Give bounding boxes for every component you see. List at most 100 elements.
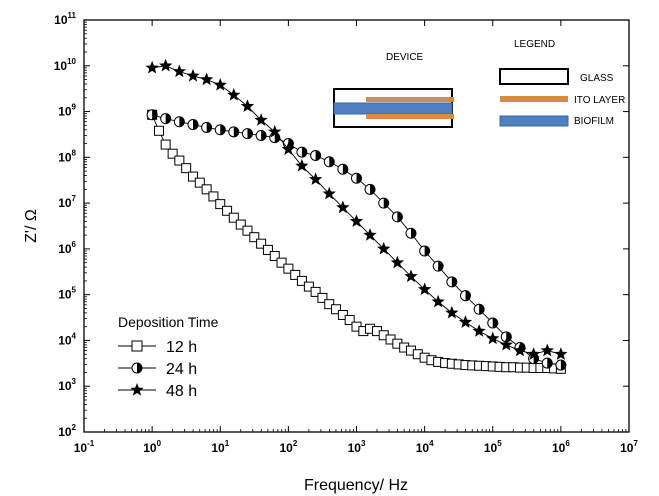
data-point xyxy=(181,163,192,174)
device-inset: DEVICE LEGEND GLASS ITO LAYER BIOFILM xyxy=(333,39,625,128)
data-point xyxy=(160,139,171,150)
data-point xyxy=(337,163,349,175)
data-point xyxy=(336,200,350,214)
data-point xyxy=(295,158,309,172)
legend-marker-48h xyxy=(130,383,144,396)
x-tick-label: 106 xyxy=(552,439,570,455)
data-point xyxy=(363,228,377,241)
x-tick-label: 102 xyxy=(279,439,297,455)
data-point xyxy=(227,88,241,101)
data-point xyxy=(145,60,159,74)
device-biofilm xyxy=(333,102,453,115)
y-tick-label: 109 xyxy=(58,103,76,119)
y-tick-labels: 102 103 104 105 106 107 108 109 1010 1011 xyxy=(54,11,77,439)
data-point xyxy=(541,357,553,369)
data-point xyxy=(256,238,267,249)
data-point xyxy=(174,155,185,166)
data-point xyxy=(241,128,253,140)
y-tick-label: 108 xyxy=(58,148,76,164)
data-point xyxy=(404,269,418,283)
y-tick-label: 107 xyxy=(58,194,76,210)
data-point xyxy=(554,347,568,360)
inset-ito-label: ITO LAYER xyxy=(574,95,625,106)
data-point xyxy=(323,156,335,168)
inset-glass-label: GLASS xyxy=(580,73,614,84)
data-point xyxy=(242,225,253,236)
data-point xyxy=(146,109,158,121)
data-point xyxy=(283,263,294,274)
data-point xyxy=(159,58,173,72)
data-point xyxy=(540,343,554,357)
data-point xyxy=(303,281,314,292)
data-point xyxy=(310,149,322,161)
data-point xyxy=(445,305,459,319)
data-point xyxy=(351,172,362,184)
y-tick-label: 103 xyxy=(58,377,76,393)
data-point xyxy=(186,68,200,82)
data-point xyxy=(160,113,172,125)
data-point xyxy=(254,113,268,126)
legend-title: Deposition Time xyxy=(118,314,219,330)
device-ito-bottom xyxy=(366,114,454,119)
data-point xyxy=(310,286,321,297)
data-point xyxy=(276,257,287,268)
data-point xyxy=(240,99,255,112)
data-point xyxy=(255,129,267,141)
data-point xyxy=(228,126,240,138)
data-point xyxy=(317,292,328,303)
y-tick-label: 1011 xyxy=(54,11,76,27)
data-point xyxy=(391,211,403,223)
data-point xyxy=(201,184,212,195)
legend: Deposition Time 12 h 24 h 48 h xyxy=(118,314,219,400)
data-point xyxy=(555,359,567,371)
x-tick-label: 107 xyxy=(620,439,638,455)
data-point xyxy=(173,116,185,128)
x-tick-label: 104 xyxy=(416,439,434,455)
x-tick-labels: 10-1 100 101 102 103 104 105 106 107 xyxy=(74,439,639,455)
data-point xyxy=(344,314,355,325)
data-point xyxy=(296,146,308,158)
data-point xyxy=(487,317,499,329)
data-point xyxy=(153,125,164,136)
y-axis-title: Z'/ Ω xyxy=(23,209,40,243)
x-tick-label: 10-1 xyxy=(74,439,95,455)
data-point xyxy=(431,294,445,308)
data-point xyxy=(199,72,214,86)
data-point xyxy=(324,299,335,310)
data-point xyxy=(458,315,473,328)
data-point xyxy=(214,124,226,136)
data-point xyxy=(228,212,239,223)
data-point xyxy=(249,232,260,243)
inset-biofilm-swatch xyxy=(499,115,569,127)
data-point xyxy=(446,276,458,288)
data-point xyxy=(513,343,527,357)
data-point xyxy=(222,205,233,216)
data-point xyxy=(213,78,227,91)
data-point xyxy=(499,337,513,351)
x-tick-label: 101 xyxy=(211,439,229,455)
data-point xyxy=(364,183,376,195)
data-point xyxy=(235,219,246,230)
legend-label-12h: 12 h xyxy=(166,339,197,356)
x-tick-label: 103 xyxy=(348,439,366,455)
data-point xyxy=(269,250,280,261)
data-point xyxy=(187,119,199,131)
data-point xyxy=(459,290,471,302)
data-point xyxy=(308,172,323,186)
data-point xyxy=(172,64,187,78)
data-point xyxy=(262,244,273,255)
y-tick-label: 104 xyxy=(58,331,76,347)
data-point xyxy=(405,227,417,239)
series-layer xyxy=(145,58,568,374)
y-tick-label: 105 xyxy=(58,286,76,302)
y-tick-label: 106 xyxy=(58,240,76,256)
legend-label-48h: 48 h xyxy=(166,383,197,400)
inset-ito-swatch xyxy=(500,96,568,102)
data-point xyxy=(201,121,213,133)
data-point xyxy=(331,304,342,315)
data-point xyxy=(349,214,364,227)
data-point xyxy=(322,186,336,200)
data-point xyxy=(432,260,444,272)
data-point xyxy=(290,269,301,280)
